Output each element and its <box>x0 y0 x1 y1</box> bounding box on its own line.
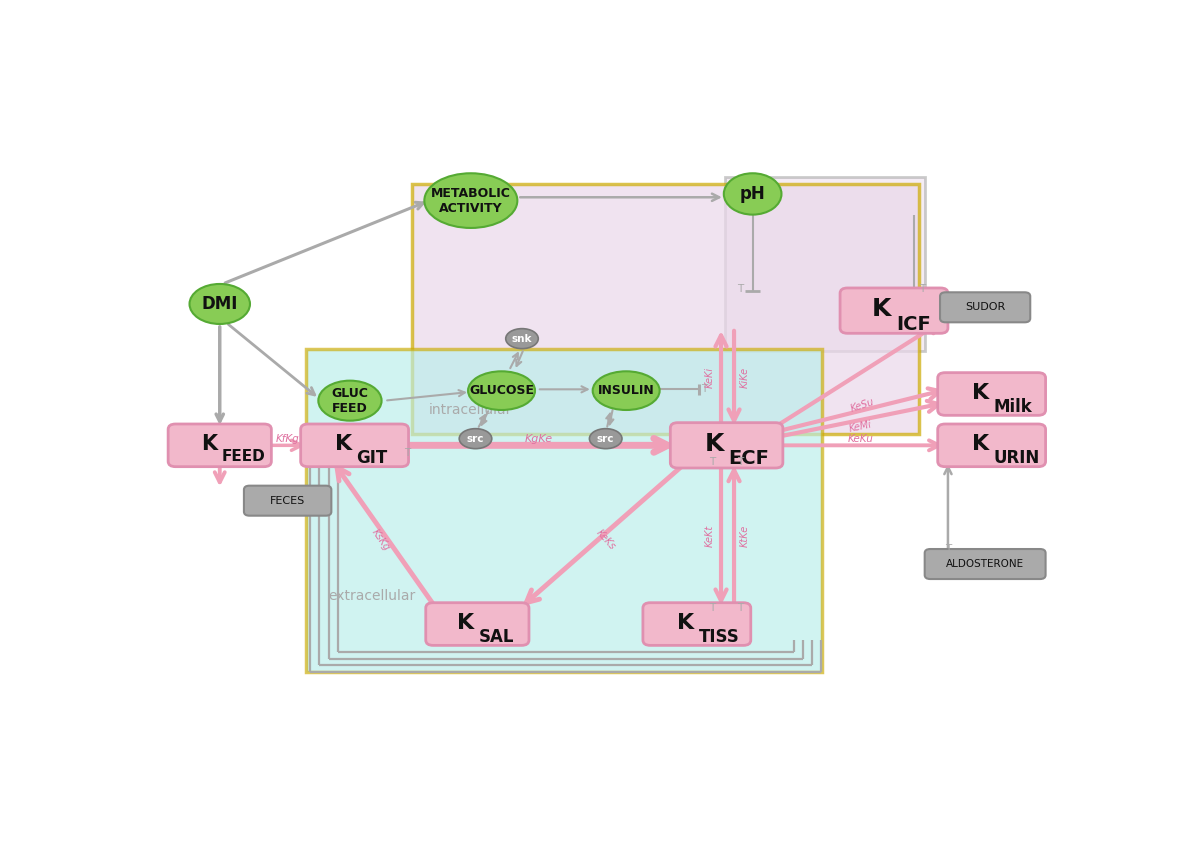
Text: KeKi: KeKi <box>704 367 715 388</box>
Text: src: src <box>596 434 614 443</box>
Text: snk: snk <box>511 333 533 344</box>
Text: T: T <box>944 545 952 554</box>
Text: T: T <box>708 457 715 467</box>
Text: T: T <box>404 449 410 458</box>
Text: K: K <box>972 434 989 454</box>
Text: SUDOR: SUDOR <box>965 302 1006 313</box>
Text: KeKs: KeKs <box>594 528 617 553</box>
Text: SAL: SAL <box>479 628 515 646</box>
Ellipse shape <box>724 173 781 215</box>
Text: K: K <box>872 297 892 321</box>
FancyBboxPatch shape <box>840 288 948 333</box>
Text: TISS: TISS <box>698 628 739 646</box>
Text: INSULIN: INSULIN <box>598 385 654 397</box>
Text: KeSu: KeSu <box>850 397 876 414</box>
Text: URIN: URIN <box>994 449 1039 468</box>
FancyBboxPatch shape <box>306 349 822 672</box>
FancyBboxPatch shape <box>643 603 751 645</box>
Text: KeKu: KeKu <box>847 435 874 444</box>
Text: extracellular: extracellular <box>329 589 416 603</box>
Text: T: T <box>708 603 715 613</box>
Text: K: K <box>972 383 989 403</box>
Text: KfKg: KfKg <box>276 435 300 444</box>
Text: ALDOSTERONE: ALDOSTERONE <box>946 559 1025 569</box>
Text: T: T <box>701 385 708 394</box>
Text: KgKe: KgKe <box>524 434 553 443</box>
Text: K: K <box>200 434 217 454</box>
FancyBboxPatch shape <box>413 184 919 434</box>
Text: Milk: Milk <box>994 398 1032 416</box>
FancyBboxPatch shape <box>671 423 782 468</box>
Text: KtKe: KtKe <box>740 525 750 547</box>
Text: intracellular: intracellular <box>430 404 512 417</box>
Text: ICF: ICF <box>896 314 931 333</box>
FancyBboxPatch shape <box>244 486 331 515</box>
Ellipse shape <box>505 328 539 349</box>
Text: T: T <box>738 284 744 294</box>
Text: GIT: GIT <box>356 449 388 468</box>
FancyBboxPatch shape <box>168 424 271 467</box>
Text: ECF: ECF <box>728 449 769 469</box>
Text: GLUC
FEED: GLUC FEED <box>331 386 368 415</box>
FancyBboxPatch shape <box>426 603 529 645</box>
Text: src: src <box>467 434 485 443</box>
Text: K: K <box>677 613 694 633</box>
Text: GLUCOSE: GLUCOSE <box>469 385 534 397</box>
Text: K: K <box>704 432 724 456</box>
FancyBboxPatch shape <box>937 372 1045 416</box>
FancyBboxPatch shape <box>301 424 408 467</box>
Text: K: K <box>457 613 474 633</box>
Text: KeMi: KeMi <box>848 419 872 434</box>
Ellipse shape <box>589 429 622 449</box>
Text: T: T <box>738 457 744 467</box>
Text: KsKg: KsKg <box>370 527 391 553</box>
Text: KiKe: KiKe <box>740 367 750 388</box>
Text: FECES: FECES <box>270 495 305 506</box>
FancyBboxPatch shape <box>940 293 1031 322</box>
Ellipse shape <box>425 173 517 228</box>
Text: KeKt: KeKt <box>704 525 715 547</box>
Text: METABOLIC
ACTIVITY: METABOLIC ACTIVITY <box>431 186 511 215</box>
Text: pH: pH <box>739 185 766 203</box>
Ellipse shape <box>468 372 535 410</box>
Text: DMI: DMI <box>202 295 238 313</box>
Ellipse shape <box>593 372 660 410</box>
Ellipse shape <box>460 429 492 449</box>
Ellipse shape <box>318 381 382 421</box>
Ellipse shape <box>190 284 250 324</box>
FancyBboxPatch shape <box>725 178 925 351</box>
Text: T: T <box>919 284 925 294</box>
FancyBboxPatch shape <box>925 549 1045 579</box>
Text: FEED: FEED <box>222 449 265 464</box>
Text: T: T <box>738 603 744 613</box>
FancyBboxPatch shape <box>937 424 1045 467</box>
Text: K: K <box>335 434 352 454</box>
